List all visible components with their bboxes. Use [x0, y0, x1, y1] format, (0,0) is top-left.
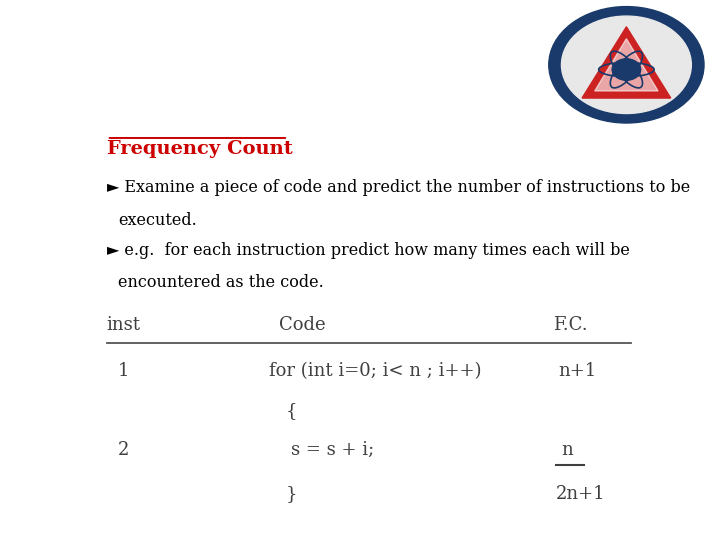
Text: encountered as the code.: encountered as the code. — [118, 274, 324, 291]
Circle shape — [549, 6, 704, 123]
Text: ► Examine a piece of code and predict the number of instructions to be: ► Examine a piece of code and predict th… — [107, 179, 690, 196]
Text: Frequency Count: Frequency Count — [107, 140, 292, 158]
Text: inst: inst — [107, 316, 140, 334]
Text: for (int i=0; i< n ; i++): for (int i=0; i< n ; i++) — [269, 362, 481, 380]
Text: Code: Code — [279, 316, 325, 334]
Text: ► e.g.  for each instruction predict how many times each will be: ► e.g. for each instruction predict how … — [107, 241, 629, 259]
Text: F.C.: F.C. — [553, 316, 588, 334]
Polygon shape — [582, 27, 671, 98]
Text: n+1: n+1 — [559, 362, 597, 380]
Text: 1: 1 — [118, 362, 130, 380]
Text: }: } — [285, 485, 297, 503]
Text: 2n+1: 2n+1 — [556, 485, 606, 503]
Circle shape — [562, 16, 691, 113]
Circle shape — [612, 59, 641, 80]
Text: s = s + i;: s = s + i; — [291, 441, 374, 459]
Polygon shape — [595, 39, 658, 91]
Text: 2: 2 — [118, 441, 130, 459]
Text: {: { — [285, 402, 297, 420]
Text: n: n — [562, 441, 573, 459]
Text: executed.: executed. — [118, 212, 197, 228]
